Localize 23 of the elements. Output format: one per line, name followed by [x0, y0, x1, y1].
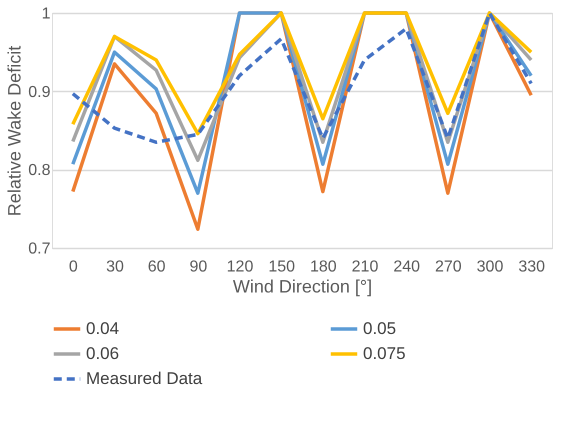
x-tick-label: 120	[226, 258, 254, 276]
x-tick-label: 180	[310, 258, 337, 276]
x-tick-label: 330	[518, 258, 546, 276]
legend-label: Measured Data	[86, 369, 203, 388]
x-tick-label: 0	[68, 258, 78, 276]
legend-label: 0.04	[86, 319, 120, 338]
x-tick-label: 210	[352, 258, 378, 276]
y-axis-title: Relative Wake Deficit	[4, 46, 24, 216]
legend-label: 0.075	[363, 344, 406, 363]
legend-label: 0.06	[86, 344, 120, 363]
x-axis-title: Wind Direction [°]	[232, 276, 372, 296]
x-tick-label: 240	[393, 258, 420, 276]
y-tick-label: 0.9	[28, 84, 51, 101]
x-tick-label: 90	[189, 258, 208, 276]
x-tick-label: 60	[148, 258, 166, 276]
y-tick-label: 0.8	[28, 162, 51, 180]
x-tick-label: 150	[268, 258, 296, 276]
y-tick-label: 0.7	[28, 240, 51, 258]
x-tick-label: 270	[434, 258, 462, 276]
legend-label: 0.05	[363, 319, 396, 338]
y-tick-label: 1	[42, 6, 51, 22]
x-tick-label: 300	[476, 258, 504, 276]
x-tick-label: 30	[106, 258, 124, 276]
